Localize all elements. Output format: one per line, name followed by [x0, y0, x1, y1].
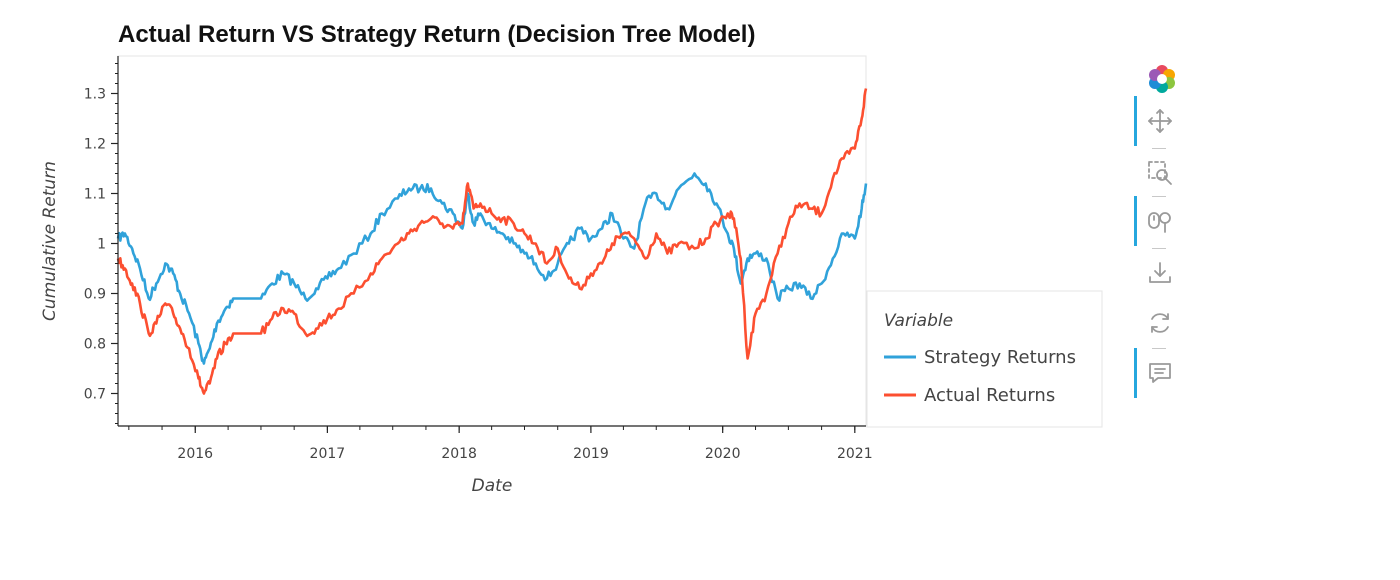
series-line-strategy-returns	[116, 172, 868, 365]
x-tick-label: 2020	[705, 446, 741, 462]
legend-box	[866, 290, 1103, 428]
y-tick-label: 1.1	[84, 187, 106, 203]
box-zoom-tool-button[interactable]	[1134, 148, 1184, 198]
pan-icon	[1148, 109, 1172, 133]
y-tick-label: 1.3	[84, 87, 106, 103]
wheel-zoom-tool-button[interactable]	[1134, 196, 1184, 246]
y-axis-label: Cumulative Return	[40, 161, 60, 321]
x-tick-label: 2021	[837, 446, 873, 462]
legend: Variable Strategy Returns Actual Returns	[866, 290, 1103, 428]
hover-icon	[1149, 363, 1171, 383]
x-tick-label: 2017	[310, 446, 346, 462]
reset-icon	[1151, 313, 1169, 333]
plot-area[interactable]	[117, 55, 867, 427]
y-tick-label: 0.8	[84, 337, 106, 353]
legend-title: Variable	[884, 311, 953, 331]
x-tick-label: 2019	[573, 446, 609, 462]
toolbar	[1134, 52, 1184, 402]
legend-label-strategy-returns[interactable]: Strategy Returns	[924, 347, 1076, 368]
save-tool-button[interactable]	[1134, 248, 1184, 298]
y-axis: 0.7 0.8 0.9 1 1.1 1.2 1.3	[84, 56, 119, 426]
reset-tool-button[interactable]	[1134, 298, 1184, 348]
bokeh-logo-icon[interactable]	[1134, 52, 1184, 102]
y-tick-label: 0.9	[84, 287, 106, 303]
x-axis-label: Date	[472, 476, 513, 496]
series-lines	[116, 88, 868, 395]
x-axis: 2016 2017 2018 2019 2020 2021	[118, 425, 873, 462]
y-tick-label: 1	[97, 237, 106, 253]
save-icon	[1149, 262, 1171, 283]
series-line-actual-returns	[116, 88, 868, 395]
wheel-zoom-icon	[1148, 212, 1171, 233]
legend-label-actual-returns[interactable]: Actual Returns	[924, 385, 1055, 406]
y-tick-label: 1.2	[84, 137, 106, 153]
x-tick-label: 2016	[177, 446, 213, 462]
hover-tool-button[interactable]	[1134, 348, 1184, 398]
chart-title: Actual Return VS Strategy Return (Decisi…	[118, 21, 755, 48]
x-tick-label: 2018	[441, 446, 477, 462]
box-zoom-icon	[1148, 161, 1172, 185]
pan-tool-button[interactable]	[1134, 96, 1184, 146]
y-tick-label: 0.7	[84, 387, 106, 403]
